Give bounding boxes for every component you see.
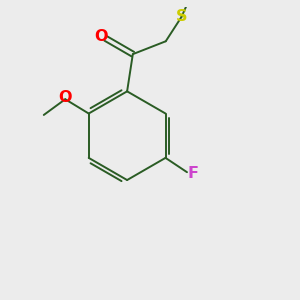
Text: O: O [94,29,107,44]
Text: F: F [188,166,199,181]
Text: S: S [176,10,187,25]
Text: O: O [58,90,72,105]
